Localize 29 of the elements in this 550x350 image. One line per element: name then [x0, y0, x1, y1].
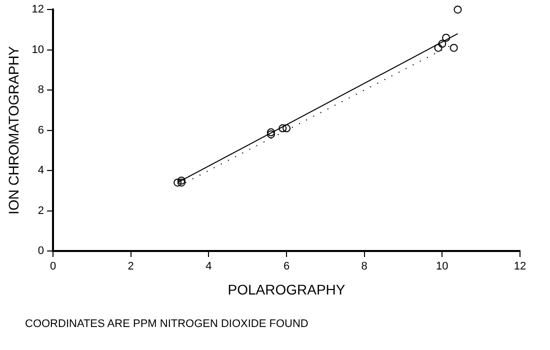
x-tick-label: 4: [206, 260, 212, 273]
point: [174, 178, 182, 187]
point: [282, 124, 291, 132]
y-tick-label: 10: [32, 44, 44, 56]
point: [266, 128, 275, 136]
point: [177, 176, 186, 185]
point: [454, 6, 462, 14]
text: COORDINATES ARE PPM NITROGEN DIOXIDE FOUND: [25, 318, 308, 330]
x-tick-label: 12: [514, 260, 526, 273]
y-tick-label: 8: [38, 84, 44, 96]
y-tick-label: 0: [38, 245, 44, 258]
y-axis-title: ION CHROMATOGRAPHY: [5, 46, 22, 214]
point: [438, 40, 446, 48]
x-tick-label: 2: [128, 260, 134, 273]
x-tick-label: 6: [283, 260, 290, 273]
x-tick-label: 0: [50, 260, 56, 273]
x-axis-title: POLAROGRAPHY: [228, 281, 346, 298]
x-tick-label: 8: [361, 260, 368, 273]
point: [450, 44, 458, 52]
y-tick-label: 12: [32, 4, 44, 16]
x-tick-label: 10: [436, 260, 448, 273]
point: [442, 34, 450, 42]
y-tick-label: 6: [38, 124, 44, 136]
point: [177, 178, 186, 187]
point: [278, 124, 287, 132]
point: [434, 44, 442, 52]
y-tick-label: 4: [38, 164, 44, 177]
point: [266, 130, 275, 138]
y-tick-label: 2: [38, 204, 44, 217]
